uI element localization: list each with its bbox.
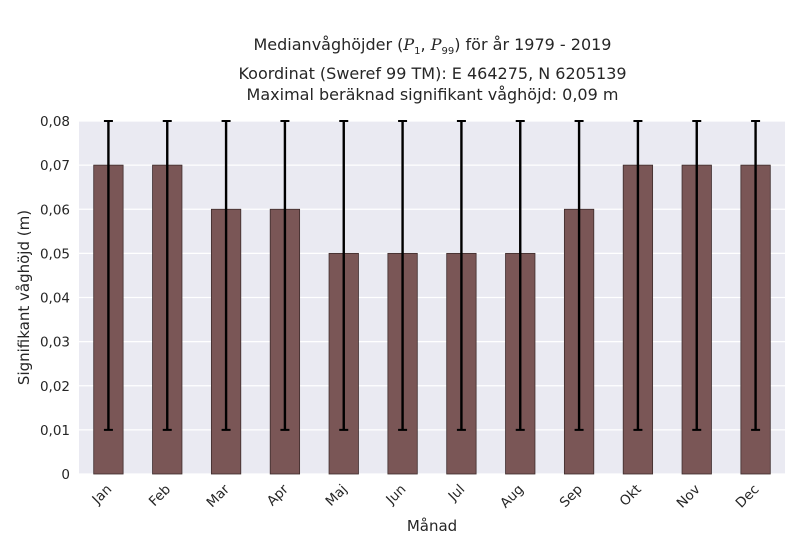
x-tick-label: Dec <box>733 482 763 512</box>
y-tick-label: 0,06 <box>40 202 70 218</box>
gridlines <box>79 120 785 475</box>
y-tick-label: 0,03 <box>40 335 70 351</box>
y-tick-label: 0 <box>61 467 70 483</box>
x-tick-label: Mar <box>204 481 234 511</box>
x-tick-label: Jun <box>382 482 409 509</box>
title-line-1-suffix: ) för år 1979 - 2019 <box>454 35 612 54</box>
y-tick-label: 0,05 <box>40 246 70 262</box>
p99-subscript: 99 <box>441 46 455 58</box>
x-tick-label: Okt <box>617 482 645 510</box>
p1-symbol: P <box>403 35 415 54</box>
x-tick-label: Sep <box>557 482 586 511</box>
x-tick-label: Nov <box>674 482 704 512</box>
y-tick-label: 0,07 <box>40 158 70 174</box>
y-tick-label: 0,02 <box>40 379 70 395</box>
p1-subscript: 1 <box>414 46 421 58</box>
y-tick-label: 0,01 <box>40 423 70 439</box>
x-tick-label: Aug <box>497 482 527 512</box>
y-tick-label: 0,08 <box>40 114 70 130</box>
x-tick-label: Jan <box>89 482 116 509</box>
x-tick-label: Jul <box>445 482 469 506</box>
chart-title: Medianvåghöjder (P1, P99) för år 1979 - … <box>80 34 785 106</box>
y-tick-label: 0,04 <box>40 291 70 307</box>
y-tick-labels: 0 0,01 0,02 0,03 0,04 0,05 0,06 0,07 0,08 <box>40 114 70 483</box>
x-tick-label: Maj <box>323 482 351 510</box>
x-tick-label: Apr <box>264 481 292 509</box>
title-line-3: Maximal beräknad signifikant våghöjd: 0,… <box>246 85 619 105</box>
x-tick-label: Feb <box>146 482 174 510</box>
y-axis-label: Signifikant våghöjd (m) <box>15 210 33 385</box>
x-tick-labels: Jan Feb Mar Apr Maj Jun Jul Aug Sep Okt Nov Dec <box>89 481 763 511</box>
p99-symbol: P <box>430 35 442 54</box>
x-axis-label: Månad <box>407 517 457 535</box>
title-line-2: Koordinat (Sweref 99 TM): E 464275, N 62… <box>238 63 627 83</box>
title-separator: , <box>420 35 431 54</box>
title-line-1: Medianvåghöjder (P1, P99) för år 1979 - … <box>80 34 785 63</box>
error-bars <box>103 120 761 431</box>
title-line-1-prefix: Medianvåghöjder ( <box>253 35 404 54</box>
